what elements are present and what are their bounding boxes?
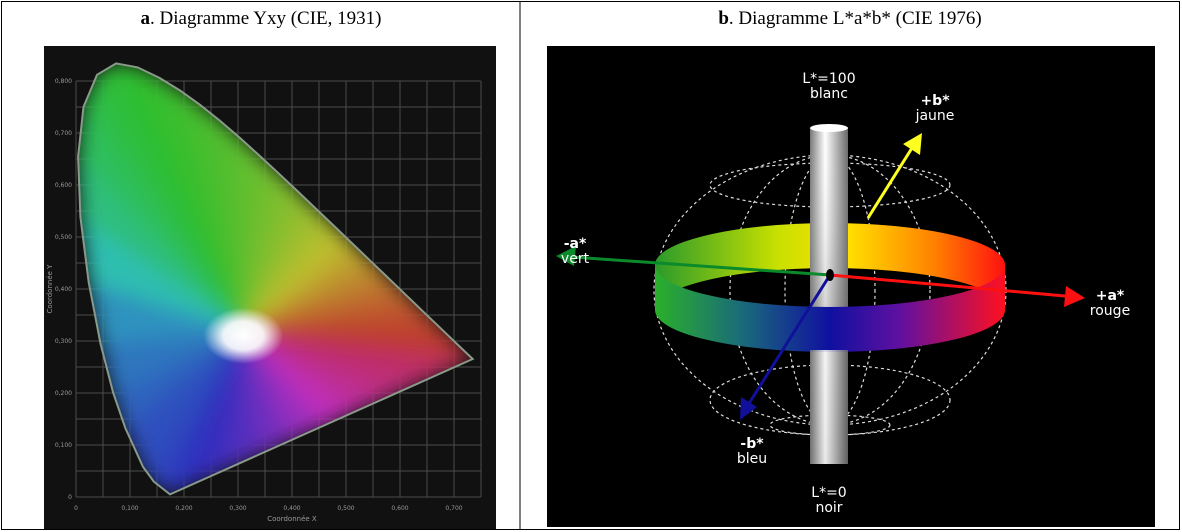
y-tick-label: 0,800 bbox=[55, 78, 72, 85]
panel-label: a bbox=[141, 8, 151, 29]
caption-text: . Diagramme L*a*b* (CIE 1976) bbox=[729, 8, 982, 29]
cylinder-top bbox=[810, 124, 848, 132]
annotation-label: +a* bbox=[1096, 288, 1125, 304]
annotation-label: L*=0 bbox=[811, 485, 846, 501]
caption-text: . Diagramme Yxy (CIE, 1931) bbox=[150, 8, 381, 29]
x-tick-label: 0,300 bbox=[229, 505, 246, 512]
x-tick-label: 0,500 bbox=[337, 505, 354, 512]
y-tick-label: 0,500 bbox=[55, 234, 72, 241]
y-axis-title: Coordonnée Y bbox=[46, 264, 54, 314]
lightness-axis-front bbox=[810, 350, 848, 464]
x-tick-label: 0,100 bbox=[121, 505, 138, 512]
y-tick-label: 0,300 bbox=[55, 338, 72, 345]
annotation-text: vert bbox=[561, 251, 590, 267]
x-axis-title: Coordonnée X bbox=[267, 515, 317, 523]
image-background bbox=[547, 46, 1155, 527]
caption-a: a. Diagramme Yxy (CIE, 1931) bbox=[2, 8, 520, 30]
y-tick-label: 0 bbox=[68, 494, 72, 501]
annotation-label: -a* bbox=[564, 236, 587, 252]
y-tick-label: 0,200 bbox=[55, 390, 72, 397]
annotation-text: jaune bbox=[915, 108, 955, 124]
y-tick-label: 0,700 bbox=[55, 130, 72, 137]
x-tick-label: 0 bbox=[74, 505, 78, 512]
x-tick-label: 0,400 bbox=[283, 505, 300, 512]
annotation-text: blanc bbox=[810, 86, 848, 102]
panel-label: b bbox=[718, 8, 729, 29]
annotation-text: bleu bbox=[737, 451, 767, 467]
annotation-label: +b* bbox=[920, 93, 950, 109]
y-tick-label: 0,400 bbox=[55, 286, 72, 293]
annotation-label: L*=100 bbox=[802, 71, 855, 87]
x-tick-label: 0,600 bbox=[391, 505, 408, 512]
caption-b: b. Diagramme L*a*b* (CIE 1976) bbox=[521, 8, 1179, 30]
annotation-text: rouge bbox=[1090, 303, 1130, 319]
y-tick-label: 0,100 bbox=[55, 442, 72, 449]
x-tick-label: 0,200 bbox=[175, 505, 192, 512]
figure: a. Diagramme Yxy (CIE, 1931) b. Diagramm… bbox=[0, 0, 1182, 532]
y-tick-label: 0,600 bbox=[55, 182, 72, 189]
annotation-text: noir bbox=[815, 500, 842, 516]
x-tick-label: 0,700 bbox=[445, 505, 462, 512]
cie-xy-diagram: 0 0,100 0,200 0,300 0,400 0,500 0,600 0,700 0 0,1… bbox=[44, 46, 496, 529]
annotation-label: -b* bbox=[740, 436, 764, 452]
origin bbox=[826, 269, 834, 281]
